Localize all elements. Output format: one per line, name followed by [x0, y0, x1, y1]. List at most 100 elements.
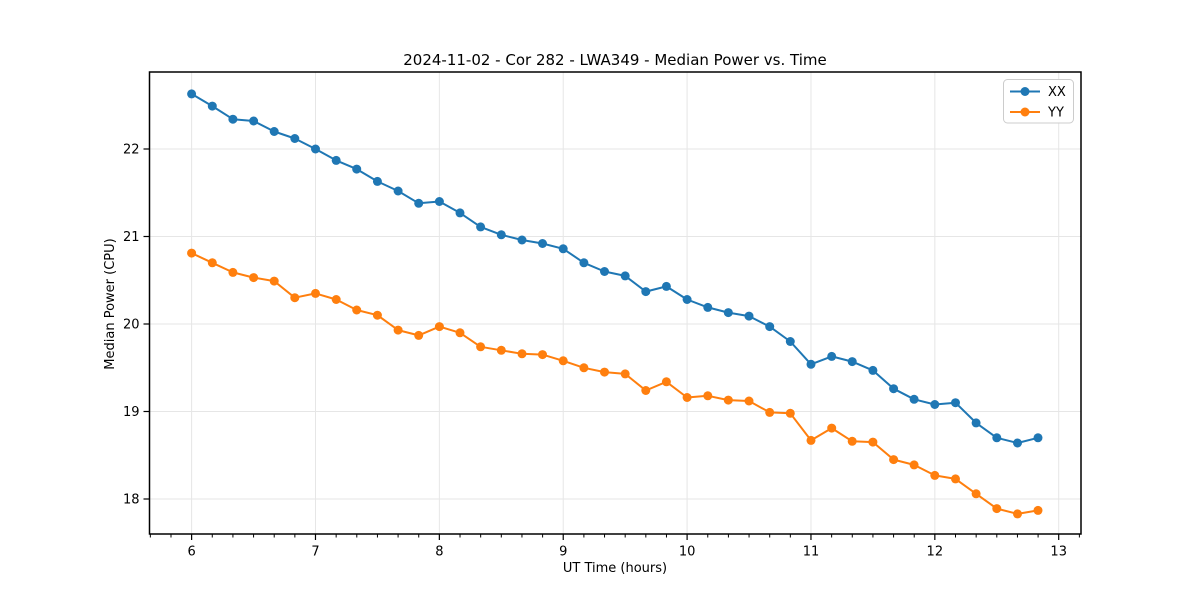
y-axis-label: Median Power (CPU) [103, 238, 118, 369]
data-point-xx [372, 176, 382, 186]
data-point-xx [393, 186, 403, 196]
data-point-xx [868, 365, 878, 375]
data-point-yy [538, 350, 547, 360]
data-point-yy [682, 393, 692, 402]
data-point-yy [455, 328, 465, 338]
data-point-yy [930, 470, 940, 480]
x-tick-label: 10 [679, 545, 696, 560]
data-point-xx [951, 398, 960, 408]
data-point-yy [372, 310, 382, 320]
data-point-yy [393, 325, 403, 335]
x-tick-label: 12 [927, 545, 944, 560]
plot-border [148, 71, 1082, 535]
data-point-yy [187, 248, 197, 258]
data-point-xx [744, 311, 754, 321]
data-point-yy [868, 437, 878, 447]
legend-item-yy: YY [1010, 106, 1064, 121]
data-point-xx [992, 433, 1002, 443]
x-tick-label: 7 [311, 545, 319, 560]
data-point-xx [207, 101, 217, 111]
data-point-yy [641, 386, 651, 395]
data-point-yy [1013, 509, 1022, 519]
y-tick-label: 18 [123, 493, 140, 508]
data-point-yy [434, 322, 444, 332]
data-point-xx [620, 271, 630, 281]
data-point-xx [414, 198, 424, 208]
x-tick-label: 6 [187, 545, 195, 560]
data-point-xx [496, 230, 506, 240]
data-point-xx [1013, 438, 1022, 448]
data-point-xx [517, 235, 527, 245]
y-tick-label: 21 [123, 230, 140, 245]
data-point-xx [806, 359, 816, 369]
data-point-xx [538, 239, 547, 248]
data-point-yy [827, 423, 837, 433]
data-point-yy [579, 363, 589, 373]
data-point-xx [352, 164, 362, 174]
legend-label-xx: XX [1048, 85, 1066, 100]
legend-marker-xx-icon [1020, 87, 1030, 96]
y-tick-label: 20 [123, 318, 140, 333]
data-point-xx [889, 384, 899, 394]
data-point-yy [723, 395, 733, 405]
x-tick-label: 11 [803, 545, 820, 560]
data-point-xx [331, 155, 341, 165]
data-point-yy [765, 407, 775, 417]
data-point-yy [476, 342, 486, 352]
data-point-xx [290, 134, 300, 143]
data-point-yy [496, 345, 506, 355]
data-point-xx [785, 337, 795, 346]
data-point-yy [290, 293, 300, 303]
data-point-yy [661, 377, 671, 387]
x-tick-label: 13 [1050, 545, 1067, 560]
data-point-yy [249, 273, 259, 283]
data-point-xx [269, 127, 279, 136]
x-axis-label: UT Time (hours) [563, 561, 667, 576]
data-point-yy [620, 369, 630, 379]
data-point-yy [785, 408, 795, 418]
data-point-yy [744, 396, 754, 406]
data-point-xx [971, 418, 981, 428]
data-point-xx [434, 197, 444, 206]
data-point-yy [909, 460, 919, 470]
data-point-xx [579, 258, 589, 268]
y-tick-label: 22 [123, 143, 140, 158]
data-point-yy [352, 305, 362, 315]
data-point-yy [889, 455, 899, 465]
data-point-xx [930, 400, 940, 409]
x-tick-label: 8 [435, 545, 443, 560]
legend-marker-yy-icon [1020, 107, 1030, 117]
data-point-xx [723, 308, 733, 318]
legend-item-xx: XX [1010, 85, 1066, 100]
data-point-xx [661, 281, 671, 291]
data-point-yy [806, 435, 816, 445]
legend: XX YY [1003, 79, 1074, 124]
data-point-yy [600, 367, 609, 377]
data-point-xx [600, 267, 609, 276]
data-point-yy [414, 330, 424, 340]
data-point-xx [827, 351, 837, 361]
legend-label-yy: YY [1047, 106, 1064, 121]
data-point-yy [558, 356, 568, 366]
axis-ticks: 6 7 8 9 10 11 12 13 18 19 20 21 22 [123, 143, 1080, 560]
data-point-yy [992, 504, 1002, 514]
data-point-xx [641, 287, 651, 297]
data-point-xx [228, 114, 238, 124]
data-point-yy [1033, 505, 1043, 515]
chart-title: 2024-11-02 - Cor 282 - LWA349 - Median P… [403, 51, 827, 69]
data-point-yy [207, 258, 217, 268]
data-point-xx [311, 144, 320, 154]
y-tick-label: 19 [123, 405, 140, 420]
data-point-yy [971, 489, 981, 499]
data-point-yy [331, 295, 341, 304]
data-point-xx [558, 244, 568, 254]
data-point-xx [476, 222, 486, 232]
data-point-xx [847, 357, 857, 367]
data-point-xx [765, 322, 775, 332]
data-point-yy [269, 276, 279, 286]
data-point-xx [187, 89, 197, 99]
data-series [187, 89, 1043, 519]
data-point-yy [228, 267, 238, 277]
